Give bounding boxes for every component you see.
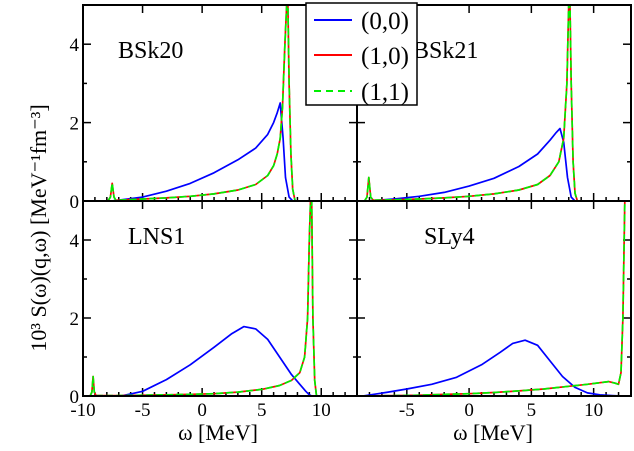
series-line-1-0 bbox=[89, 201, 318, 396]
x-tick-label: 10 bbox=[584, 400, 603, 421]
series-line-1-1 bbox=[362, 201, 628, 396]
panels: 0 2 4 BSk20 BSk21 -10 -5 0 5 10 0 2 4 LNS1 -5 0 5 10 SLy4 bbox=[70, 4, 632, 421]
panel-top-left: 0 2 4 BSk20 bbox=[70, 4, 358, 213]
y-tick-label: 0 bbox=[70, 387, 80, 408]
series-line-1-1 bbox=[89, 201, 318, 396]
y-tick-label: 4 bbox=[70, 231, 80, 252]
x-tick-label: 0 bbox=[197, 400, 207, 421]
x-axis-label-left: ω [MeV] bbox=[178, 420, 258, 445]
x-tick-label: -5 bbox=[399, 400, 415, 421]
legend-label-0-0: (0,0) bbox=[361, 8, 409, 35]
panel-frame bbox=[82, 200, 358, 397]
y-tick-label: 2 bbox=[70, 114, 80, 135]
y-tick-label: 2 bbox=[70, 309, 80, 330]
panel-annotation: BSk20 bbox=[118, 38, 183, 64]
legend-label-1-1: (1,1) bbox=[361, 79, 409, 106]
x-tick-label: -10 bbox=[70, 400, 95, 421]
x-tick-label: 5 bbox=[527, 400, 537, 421]
series-line-0-0 bbox=[110, 102, 294, 201]
panel-annotation: BSk21 bbox=[413, 38, 478, 64]
series-line-0-0 bbox=[362, 339, 622, 396]
y-axis-label: 10³ S(ω)(q,ω) [MeV⁻¹fm⁻³] bbox=[26, 104, 51, 351]
series-line-0-0 bbox=[366, 127, 576, 201]
series-line-1-0 bbox=[107, 5, 296, 201]
panel-frame bbox=[356, 200, 632, 397]
panel-annotation: LNS1 bbox=[128, 224, 185, 250]
panel-bottom-left: -10 -5 0 5 10 0 2 4 LNS1 bbox=[70, 200, 358, 421]
legend-label-1-0: (1,0) bbox=[361, 43, 409, 70]
series-line-1-1 bbox=[363, 5, 579, 201]
y-tick-label: 0 bbox=[70, 192, 80, 213]
x-axis-label-right: ω [MeV] bbox=[453, 420, 533, 445]
x-tick-label: 0 bbox=[464, 400, 474, 421]
y-tick-label: 4 bbox=[70, 35, 80, 56]
series-line-0-0 bbox=[120, 325, 313, 396]
x-tick-label: -5 bbox=[135, 400, 151, 421]
series-line-1-0 bbox=[362, 201, 628, 396]
panel-annotation: SLy4 bbox=[424, 224, 475, 250]
panel-bottom-right: -5 0 5 10 SLy4 bbox=[356, 200, 632, 421]
x-tick-label: 5 bbox=[257, 400, 267, 421]
series-line-1-1 bbox=[107, 5, 296, 201]
legend: (0,0) (1,0) (1,1) bbox=[305, 2, 418, 106]
x-tick-label: 10 bbox=[312, 400, 331, 421]
